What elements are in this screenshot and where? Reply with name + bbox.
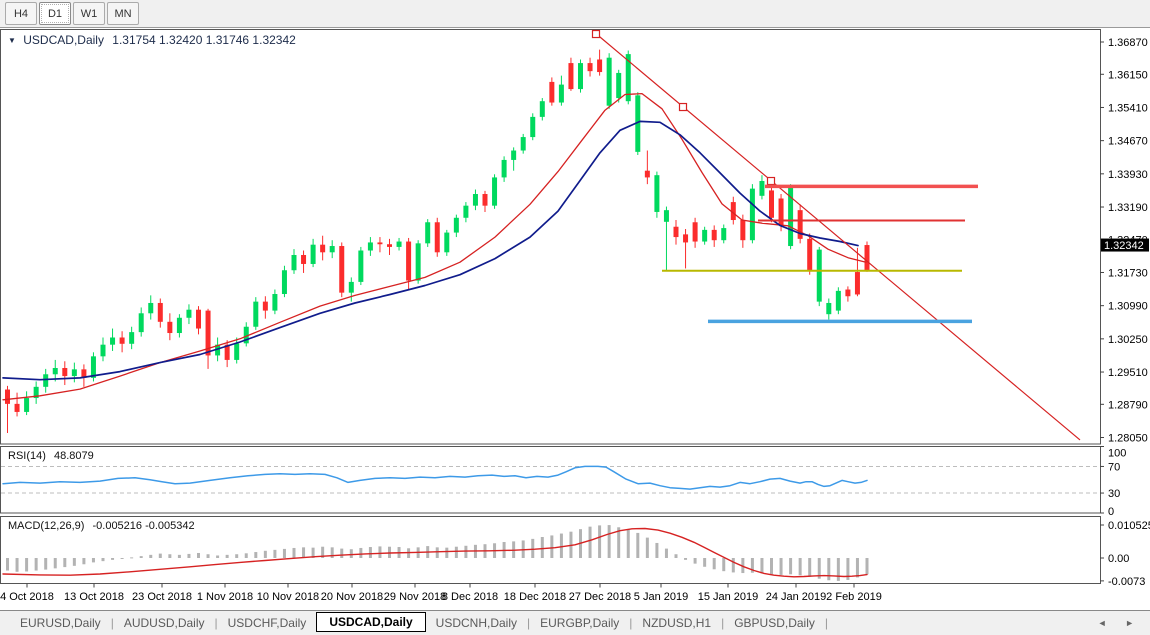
rsi-panel [0,446,1101,514]
tab-audusd[interactable]: AUDUSD,Daily [123,616,205,630]
svg-text:20 Nov 2018: 20 Nov 2018 [321,591,383,603]
svg-text:2 Feb 2019: 2 Feb 2019 [826,591,882,603]
tab-usdchf[interactable]: USDCHF,Daily [227,616,307,630]
descending-trendline[interactable] [593,31,1081,441]
svg-text:1.29510: 1.29510 [1108,367,1148,379]
svg-text:1 Nov 2018: 1 Nov 2018 [197,591,253,603]
svg-text:15 Jan 2019: 15 Jan 2019 [698,591,759,603]
svg-text:29 Nov 2018: 29 Nov 2018 [384,591,446,603]
timeframe-toolbar: H4 D1 W1 MN [0,0,1150,28]
tab-usdcad[interactable]: USDCAD,Daily [316,612,426,632]
tab-separator: | [110,616,114,630]
svg-text:5 Jan 2019: 5 Jan 2019 [634,591,688,603]
tab-eurgbp[interactable]: EURGBP,Daily [540,616,620,630]
svg-text:30: 30 [1108,488,1120,500]
svg-text:1.35410: 1.35410 [1108,102,1148,114]
current-price-tag [1101,238,1149,252]
tab-separator: | [527,616,531,630]
svg-text:1.36870: 1.36870 [1108,37,1148,49]
svg-text:4 Oct 2018: 4 Oct 2018 [0,591,54,603]
svg-text:1.30250: 1.30250 [1108,334,1148,346]
tab-separator: | [824,616,829,630]
svg-text:1.33930: 1.33930 [1108,169,1148,181]
macd-panel [0,516,1101,584]
svg-text:70: 70 [1108,461,1120,473]
svg-text:1.28050: 1.28050 [1108,433,1148,445]
timeframe-button-d1[interactable]: D1 [39,2,71,25]
tab-eurusd[interactable]: EURUSD,Daily [20,616,101,630]
tab-nzdusd[interactable]: NZDUSD,H1 [642,616,712,630]
tab-separator: | [629,616,633,630]
trendline-handle[interactable] [766,176,776,186]
timeframe-button-mn[interactable]: MN [107,2,139,25]
svg-text:13 Oct 2018: 13 Oct 2018 [64,591,124,603]
svg-text:1.30990: 1.30990 [1108,301,1148,313]
svg-text:1.33190: 1.33190 [1108,202,1148,214]
svg-text:27 Dec 2018: 27 Dec 2018 [569,591,631,603]
macd-signal-line [2,527,868,578]
tab-separator: | [214,616,218,630]
svg-text:8 Dec 2018: 8 Dec 2018 [442,591,498,603]
svg-text:10 Nov 2018: 10 Nov 2018 [257,591,319,603]
ma-fast-line [2,92,867,401]
tab-scroll-arrows[interactable]: ◄ ► [1097,618,1142,628]
svg-text:1.28790: 1.28790 [1108,399,1148,411]
rsi-line [2,465,868,490]
svg-text:1.34670: 1.34670 [1108,136,1148,148]
date-axis: 4 Oct 2018 13 Oct 2018 23 Oct 2018 1 Nov 20… [0,583,882,603]
svg-text:23 Oct 2018: 23 Oct 2018 [132,591,192,603]
current-price-value: 1.32342 [1104,240,1144,252]
svg-text:1.31730: 1.31730 [1108,267,1148,279]
svg-text:18 Dec 2018: 18 Dec 2018 [504,591,566,603]
svg-text:0.00: 0.00 [1108,553,1129,565]
svg-text:24 Jan 2019: 24 Jan 2019 [766,591,827,603]
price-axis: 1.36870 1.36150 1.35410 1.34670 1.33930 1.331… [1100,37,1148,445]
svg-text:-0.0073: -0.0073 [1108,576,1145,588]
symbol-tab-bar: EURUSD,Daily | AUDUSD,Daily | USDCHF,Daily US… [0,610,1150,635]
tab-gbpusd[interactable]: GBPUSD,Daily [734,616,815,630]
candles [5,49,870,434]
ma-slow-line [2,120,859,381]
svg-text:1.36150: 1.36150 [1108,69,1148,81]
svg-text:0.010525: 0.010525 [1108,520,1150,532]
tab-usdcnh[interactable]: USDCNH,Daily [435,616,518,630]
timeframe-button-w1[interactable]: W1 [73,2,105,25]
trendline-handle[interactable] [591,29,601,39]
tab-separator: | [721,616,725,630]
trendline-handle[interactable] [678,102,688,112]
timeframe-button-h4[interactable]: H4 [5,2,37,25]
svg-text:0: 0 [1108,506,1114,518]
svg-text:100: 100 [1108,448,1126,460]
